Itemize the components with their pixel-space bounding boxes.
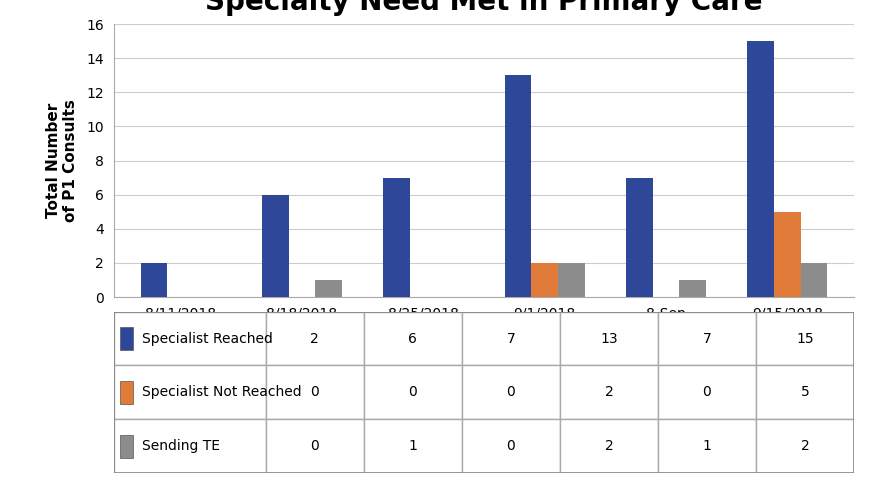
Text: 2: 2 xyxy=(604,440,613,454)
Bar xyxy=(560,312,658,366)
Bar xyxy=(756,419,854,473)
Text: 13: 13 xyxy=(600,331,618,345)
Bar xyxy=(658,419,756,473)
Text: 7: 7 xyxy=(506,331,515,345)
Bar xyxy=(265,419,364,473)
Bar xyxy=(462,312,560,366)
Bar xyxy=(505,75,532,297)
Bar xyxy=(774,212,801,297)
Bar xyxy=(120,381,133,404)
Text: Sending TE: Sending TE xyxy=(142,440,220,454)
Bar xyxy=(532,263,558,297)
Bar xyxy=(558,263,584,297)
Text: 0: 0 xyxy=(310,440,319,454)
Bar xyxy=(120,435,133,458)
Text: 2: 2 xyxy=(801,440,809,454)
Bar xyxy=(114,366,265,419)
Bar xyxy=(658,312,756,366)
Bar xyxy=(560,419,658,473)
Text: 0: 0 xyxy=(408,385,417,399)
Text: 0: 0 xyxy=(703,385,711,399)
Text: 2: 2 xyxy=(604,385,613,399)
Bar xyxy=(756,312,854,366)
Title: Specialty Need Met in Primary Care: Specialty Need Met in Primary Care xyxy=(205,0,763,16)
Bar xyxy=(114,312,265,366)
Bar xyxy=(384,178,410,297)
Bar xyxy=(462,366,560,419)
Bar xyxy=(364,312,462,366)
Text: 7: 7 xyxy=(703,331,711,345)
Text: 6: 6 xyxy=(408,331,417,345)
Bar xyxy=(658,366,756,419)
Bar xyxy=(756,366,854,419)
Bar xyxy=(364,419,462,473)
Text: 0: 0 xyxy=(310,385,319,399)
Text: 1: 1 xyxy=(408,440,417,454)
Bar xyxy=(560,366,658,419)
Bar xyxy=(680,280,706,297)
Bar xyxy=(114,419,265,473)
Bar xyxy=(364,366,462,419)
Bar xyxy=(747,41,774,297)
Bar xyxy=(315,280,342,297)
Bar xyxy=(801,263,828,297)
Text: 2: 2 xyxy=(310,331,319,345)
Bar xyxy=(140,263,167,297)
Text: Specialist Not Reached: Specialist Not Reached xyxy=(142,385,301,399)
Bar xyxy=(262,195,288,297)
Y-axis label: Total Number
of P1 Consults: Total Number of P1 Consults xyxy=(46,99,78,222)
Text: 0: 0 xyxy=(506,385,515,399)
Bar xyxy=(626,178,653,297)
Text: Specialist Reached: Specialist Reached xyxy=(142,331,273,345)
Text: 1: 1 xyxy=(703,440,711,454)
Bar xyxy=(265,312,364,366)
Text: 15: 15 xyxy=(796,331,814,345)
Text: 5: 5 xyxy=(801,385,809,399)
Text: 0: 0 xyxy=(506,440,515,454)
Bar xyxy=(265,366,364,419)
Bar xyxy=(462,419,560,473)
Bar xyxy=(120,327,133,350)
